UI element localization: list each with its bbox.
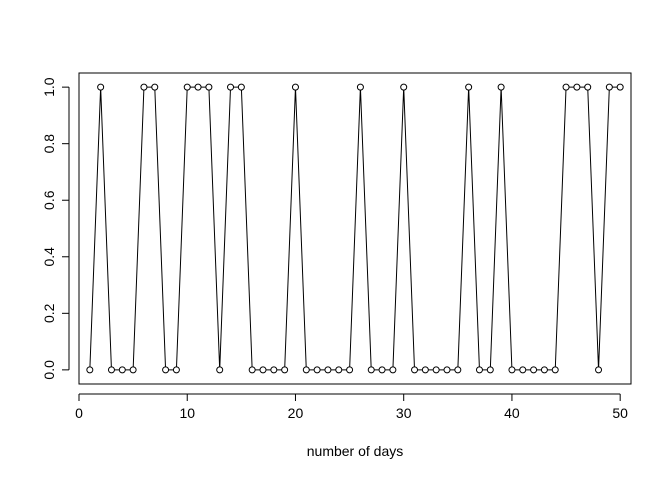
data-point (151, 83, 159, 91)
x-axis-title: number of days (307, 443, 404, 459)
data-point (248, 366, 256, 374)
data-point (335, 366, 343, 374)
data-point (162, 366, 170, 374)
data-point (281, 366, 289, 374)
data-point (508, 366, 516, 374)
x-tick-label: 50 (612, 405, 628, 421)
data-point (216, 366, 224, 374)
data-point (411, 366, 419, 374)
x-tick-label: 30 (396, 405, 412, 421)
data-point (291, 83, 299, 91)
data-point (389, 366, 397, 374)
data-point (107, 366, 115, 374)
data-point (172, 366, 180, 374)
data-point (475, 366, 483, 374)
y-tick-label: 0.4 (41, 247, 57, 267)
data-point (584, 83, 592, 91)
x-tick-label: 20 (288, 405, 304, 421)
x-tick-label: 0 (75, 405, 83, 421)
data-point (205, 83, 213, 91)
data-point (313, 366, 321, 374)
data-point (86, 366, 94, 374)
data-point (378, 366, 386, 374)
data-point (118, 366, 126, 374)
data-point (140, 83, 148, 91)
data-point (421, 366, 429, 374)
data-point (519, 366, 527, 374)
data-point (486, 366, 494, 374)
y-tick-label: 0.0 (41, 360, 57, 380)
data-point (454, 366, 462, 374)
data-point (562, 83, 570, 91)
data-point (400, 83, 408, 91)
y-tick-label: 0.6 (41, 190, 57, 210)
data-point (573, 83, 581, 91)
data-point (227, 83, 235, 91)
y-tick-label: 0.8 (41, 134, 57, 154)
data-point (616, 83, 624, 91)
data-point (595, 366, 603, 374)
series-line (89, 86, 621, 371)
data-point (367, 366, 375, 374)
data-point (183, 83, 191, 91)
data-points (86, 83, 624, 374)
y-tick-label: 0.2 (41, 303, 57, 323)
data-point (259, 366, 267, 374)
data-point (530, 366, 538, 374)
data-point (194, 83, 202, 91)
data-point (97, 83, 105, 91)
data-point (551, 366, 559, 374)
data-point (465, 83, 473, 91)
data-point (129, 366, 137, 374)
data-point (443, 366, 451, 374)
data-point (302, 366, 310, 374)
data-point (237, 83, 245, 91)
data-point (356, 83, 364, 91)
data-point (497, 83, 505, 91)
y-axis: 0.0 0.2 0.4 0.6 0.8 1.0 (41, 77, 70, 380)
x-axis: 0 10 20 30 40 50 (75, 393, 628, 421)
x-tick-label: 40 (504, 405, 520, 421)
y-tick-label: 1.0 (41, 77, 57, 97)
data-point (270, 366, 278, 374)
plot-frame (78, 72, 632, 385)
data-point (346, 366, 354, 374)
data-point (432, 366, 440, 374)
data-point (605, 83, 613, 91)
data-point (540, 366, 548, 374)
x-tick-label: 10 (179, 405, 195, 421)
data-point (324, 366, 332, 374)
